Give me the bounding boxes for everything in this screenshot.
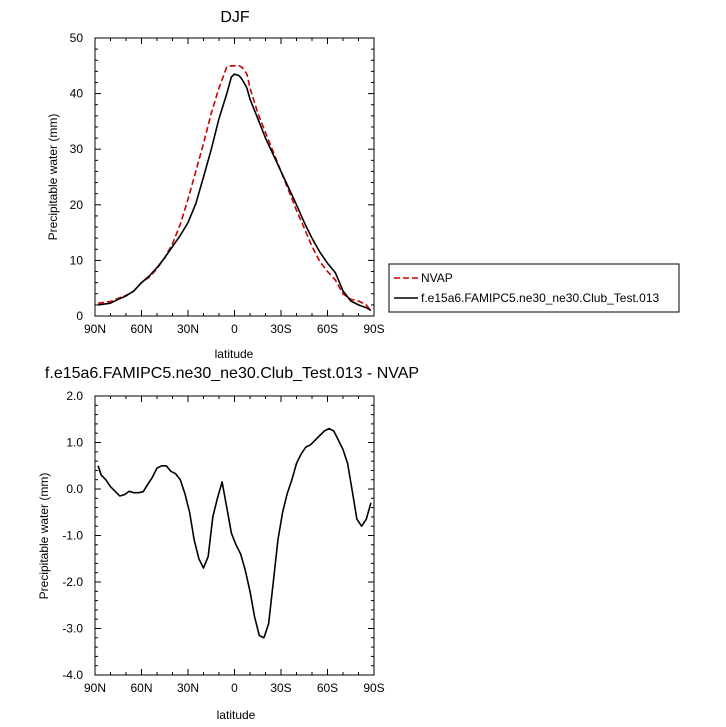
bottom-axis-ticks: 90N 60N 30N 0 30S 60S 90S 2.0 1.0 0.0 -1.0 -2.0 -3.0… [62,389,384,695]
bottom-y-tick-label: -2.0 [62,575,83,589]
bottom-y-tick-label: -1.0 [62,529,83,543]
top-plot-frame [94,37,375,317]
bottom-x-axis-label: latitude [217,708,256,722]
bottom-y-tick-label: 0.0 [66,482,83,496]
bottom-panel: f.e15a6.FAMIPC5.ne30_ne30.Club_Test.013 … [37,365,419,722]
bottom-x-tick-label: 0 [231,681,238,695]
top-chart-title: DJF [220,9,250,26]
top-y-tick-label: 0 [76,309,83,323]
top-series-lines [97,65,372,312]
bottom-x-tick-label: 60N [130,681,152,695]
bottom-y-tick-label: 2.0 [66,389,83,403]
bottom-x-tick-label: 60S [317,681,338,695]
legend-label-nvap: NVAP [421,271,453,285]
top-y-tick-label: 50 [70,31,84,45]
bottom-plot-frame [94,395,375,676]
top-series-line-0 [97,65,372,312]
bottom-y-tick-label: 1.0 [66,436,83,450]
top-y-tick-label: 30 [70,142,84,156]
top-panel: DJF 90N 60N 30N 0 30S 60S 90S 0 10 20 30 40 50 latit… [46,9,385,361]
bottom-x-tick-label: 30S [270,681,291,695]
bottom-chart-title: f.e15a6.FAMIPC5.ne30_ne30.Club_Test.013 … [45,365,419,382]
top-y-tick-label: 10 [70,253,84,267]
top-x-axis-label: latitude [215,347,254,361]
bottom-x-tick-label: 30N [177,681,199,695]
bottom-y-tick-label: -3.0 [62,622,83,636]
legend-label-model: f.e15a6.FAMIPC5.ne30_ne30.Club_Test.013 [421,291,659,305]
top-y-tick-label: 40 [70,87,84,101]
top-x-tick-label: 60N [130,322,152,336]
bottom-x-tick-label: 90N [84,681,106,695]
top-x-tick-label: 0 [231,322,238,336]
top-x-tick-label: 90S [363,322,384,336]
bottom-x-tick-label: 90S [363,681,384,695]
legend-box [388,263,680,313]
bottom-series-line-0 [97,427,372,639]
top-x-tick-label: 30S [270,322,291,336]
top-axis-ticks: 90N 60N 30N 0 30S 60S 90S 0 10 20 30 40 50 [70,31,385,336]
top-x-tick-label: 60S [317,322,338,336]
top-y-tick-label: 20 [70,198,84,212]
top-series-line-1 [97,73,372,312]
top-x-tick-label: 90N [84,322,106,336]
bottom-y-tick-label: -4.0 [62,668,83,682]
bottom-series-lines [97,427,372,639]
top-y-axis-label: Precipitable water (mm) [46,114,60,241]
top-legend: NVAP f.e15a6.FAMIPC5.ne30_ne30.Club_Test… [388,263,680,313]
top-x-tick-label: 30N [177,322,199,336]
bottom-y-axis-label: Precipitable water (mm) [37,473,51,600]
